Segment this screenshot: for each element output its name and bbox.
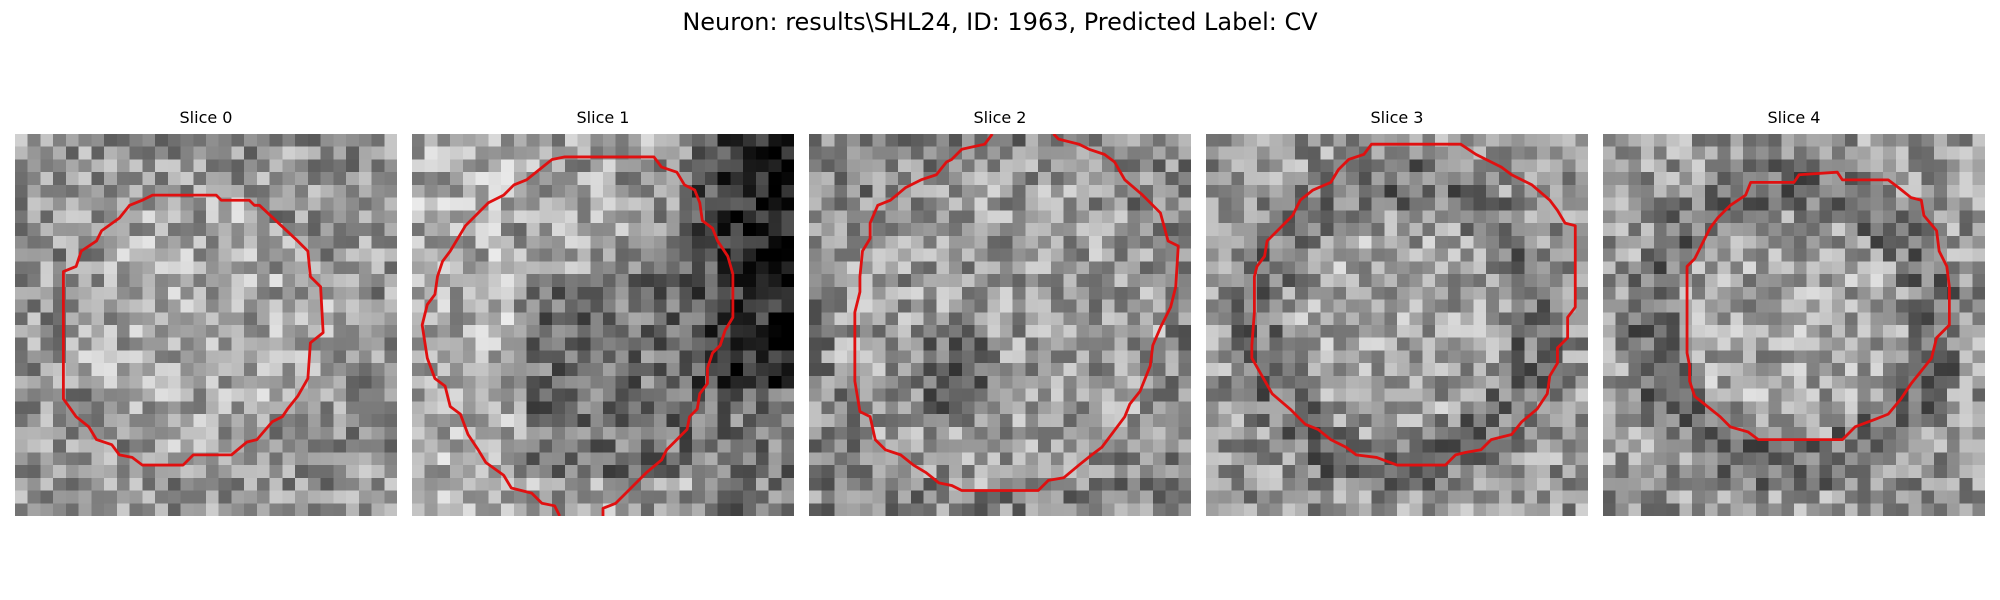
pixel-grid-0 [15,134,397,516]
pixel-grid-4 [1603,134,1985,516]
slice-title-1: Slice 1 [576,108,630,127]
segmentation-contour-2 [853,134,1180,492]
segmentation-contour-3 [1250,142,1577,467]
slice-image-3 [1206,134,1588,516]
pixel-grid-3 [1206,134,1588,516]
pixel-grid-1 [412,134,794,516]
slice-image-4 [1603,134,1985,516]
pixel-grid-2 [809,134,1191,516]
slice-title-4: Slice 4 [1767,108,1821,127]
slice-image-2 [809,134,1191,516]
slice-panel-1: Slice 1 [412,106,794,524]
segmentation-contour-4 [1685,170,1951,442]
slice-title-3: Slice 3 [1370,108,1424,127]
slice-title-0: Slice 0 [179,108,233,127]
figure-title: Neuron: results\SHL24, ID: 1963, Predict… [682,8,1318,36]
slice-panel-2: Slice 2 [809,106,1191,524]
slice-panel-4: Slice 4 [1603,106,1985,524]
slice-title-2: Slice 2 [973,108,1027,127]
segmentation-contour-0 [61,193,325,467]
slice-image-0 [15,134,397,516]
segmentation-contour-1 [420,155,735,516]
slice-image-1 [412,134,794,516]
slice-panel-3: Slice 3 [1206,106,1588,524]
slice-panel-0: Slice 0 [15,106,397,524]
